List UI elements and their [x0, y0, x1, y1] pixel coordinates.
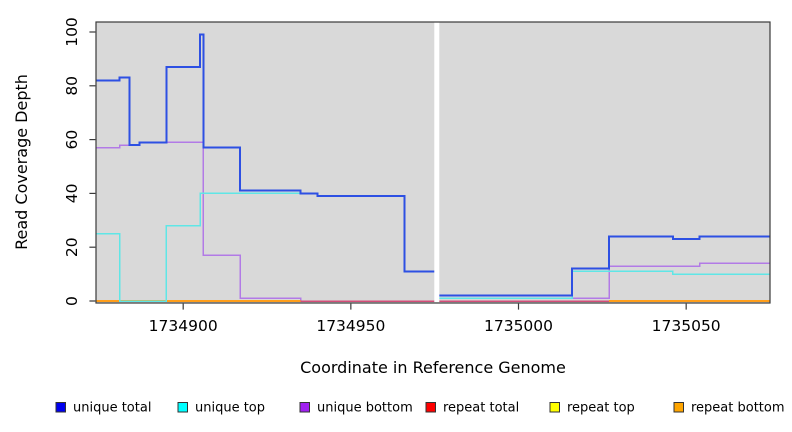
legend-item-unique-top: unique top: [177, 401, 265, 416]
y-tick-label: 80: [63, 76, 81, 96]
x-axis-title: Coordinate in Reference Genome: [300, 358, 566, 377]
legend-item-repeat-top: repeat top: [549, 401, 635, 416]
y-axis-ticks: 0 20 40 60 80 100: [63, 17, 96, 306]
legend-label-repeat-bottom: repeat bottom: [691, 401, 785, 416]
legend-item-repeat-bottom: repeat bottom: [673, 401, 785, 416]
y-tick-label: 20: [63, 237, 81, 257]
series-lines: [96, 33, 770, 302]
legend-item-repeat-total: repeat total: [425, 401, 519, 416]
legend-item-unique-total: unique total: [55, 401, 151, 416]
y-tick-label: 60: [63, 130, 81, 150]
legend-label-repeat-top: repeat top: [567, 401, 635, 416]
legend-swatch-unique-total: [55, 402, 66, 413]
legend-swatch-repeat-top: [549, 402, 560, 413]
legend-label-unique-total: unique total: [73, 401, 151, 416]
legend-label-unique-top: unique top: [195, 401, 265, 416]
legend-label-unique-bottom: unique bottom: [317, 401, 413, 416]
y-axis-title: Read Coverage Depth: [12, 74, 31, 250]
legend-swatch-unique-top: [177, 402, 188, 413]
x-tick-label: 1735000: [484, 317, 553, 335]
y-tick-label: 100: [63, 17, 81, 47]
plot-background: [96, 22, 770, 303]
y-tick-label: 40: [63, 184, 81, 204]
legend-label-repeat-total: repeat total: [443, 401, 519, 416]
legend: unique total unique top unique bottom repea…: [55, 401, 785, 416]
x-tick-label: 1735050: [652, 317, 721, 335]
legend-swatch-repeat-bottom: [673, 402, 684, 413]
x-tick-label: 1734950: [316, 317, 385, 335]
x-axis-ticks: 1734900 1734950 1735000 1735050: [149, 303, 721, 335]
legend-swatch-repeat-total: [425, 402, 436, 413]
plot-border: [95, 21, 771, 304]
y-tick-label: 0: [63, 296, 81, 306]
series-line-unique-total: [96, 33, 770, 297]
x-tick-label: 1734900: [149, 317, 218, 335]
legend-item-unique-bottom: unique bottom: [299, 401, 413, 416]
no-data-gap-band: [434, 21, 440, 303]
legend-swatch-unique-bottom: [299, 402, 310, 413]
